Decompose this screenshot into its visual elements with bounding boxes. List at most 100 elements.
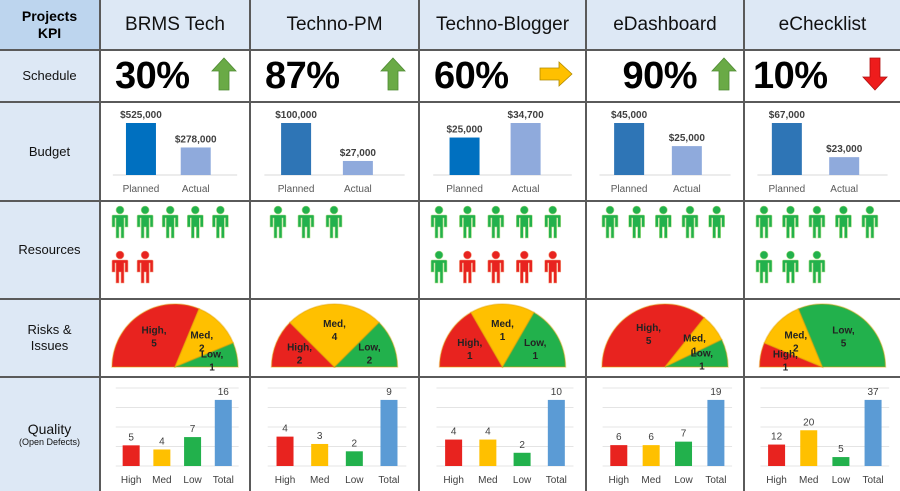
person-icon [487, 250, 505, 284]
quality-bar-chart: 6 High 6 Med 7 Low 19 Total [602, 387, 733, 486]
person-icon [544, 250, 562, 284]
trend-arrow-icon [711, 56, 737, 96]
project-title: Techno-Blogger [435, 13, 570, 35]
risks-gauge-2: High, 1 Med, 1 Low, 1 [420, 300, 587, 378]
project-header-0: BRMS Tech [101, 0, 251, 51]
svg-text:Med,: Med, [323, 319, 346, 330]
svg-text:7: 7 [681, 429, 687, 440]
row-label-subtext: (Open Defects) [18, 437, 81, 447]
project-header-2: Techno-Blogger [420, 0, 587, 51]
svg-text:Total: Total [213, 475, 234, 486]
svg-text:Planned: Planned [611, 184, 648, 195]
quality-bar-chart: 4 High 3 Med 2 Low 9 Total [267, 387, 407, 486]
svg-text:16: 16 [218, 387, 230, 398]
svg-text:Med: Med [799, 475, 818, 486]
svg-text:Actual: Actual [512, 184, 540, 195]
svg-text:$45,000: $45,000 [611, 110, 648, 121]
person-icon [325, 205, 343, 239]
person-icon [544, 205, 562, 239]
budget-bar-chart: $25,000 $34,700 Planned Actual [433, 110, 572, 195]
svg-text:$100,000: $100,000 [275, 110, 317, 121]
budget-bar-chart: $45,000 $25,000 Planned Actual [599, 110, 731, 195]
svg-text:2: 2 [199, 343, 205, 354]
svg-text:$25,000: $25,000 [446, 125, 483, 136]
svg-text:2: 2 [367, 356, 373, 367]
person-icon [186, 205, 204, 239]
quality-chart-3: 6 High 6 Med 7 Low 19 Total [587, 378, 745, 491]
svg-text:Med,: Med, [491, 319, 514, 330]
person-icon [430, 205, 448, 239]
svg-text:$67,000: $67,000 [769, 110, 806, 121]
person-icon [755, 205, 773, 239]
person-icon [681, 205, 699, 239]
person-icon [487, 205, 505, 239]
svg-text:Low: Low [674, 475, 693, 486]
person-icon [459, 250, 476, 284]
resources-cell-1 [251, 202, 420, 300]
svg-text:Actual: Actual [830, 184, 858, 195]
svg-text:Actual: Actual [673, 184, 701, 195]
quality-bar-chart: 5 High 4 Med 7 Low 16 Total [115, 387, 239, 486]
row-label-quality: Quality (Open Defects) [0, 378, 101, 491]
trend-arrow-icon [862, 57, 888, 96]
svg-text:Planned: Planned [446, 184, 483, 195]
svg-text:5: 5 [151, 339, 157, 350]
svg-text:20: 20 [803, 417, 815, 428]
person-icon [515, 205, 533, 239]
svg-text:Total: Total [705, 475, 726, 486]
project-title: eChecklist [778, 13, 867, 35]
svg-text:2: 2 [793, 343, 799, 354]
person-icon [136, 205, 154, 239]
svg-text:Low: Low [345, 475, 364, 486]
resources-cell-4 [745, 202, 900, 300]
row-label-text: Quality [27, 421, 72, 437]
svg-text:4: 4 [282, 424, 288, 435]
person-icon [808, 205, 826, 239]
svg-text:1: 1 [692, 346, 698, 357]
svg-text:Med: Med [478, 475, 497, 486]
svg-text:1: 1 [783, 363, 789, 374]
svg-text:$27,000: $27,000 [340, 148, 377, 159]
project-title: Techno-PM [286, 13, 383, 35]
svg-text:Total: Total [546, 475, 567, 486]
svg-text:$525,000: $525,000 [120, 110, 162, 121]
svg-text:2: 2 [352, 438, 358, 449]
svg-text:9: 9 [386, 387, 392, 398]
svg-text:12: 12 [771, 432, 783, 443]
svg-text:Planned: Planned [123, 184, 160, 195]
person-icon [782, 205, 799, 239]
row-label-text: Risks & [27, 322, 72, 337]
person-icon [782, 250, 799, 284]
quality-chart-2: 4 High 4 Med 2 Low 10 Total [420, 378, 587, 491]
project-title: eDashboard [613, 13, 717, 35]
person-icon [515, 250, 533, 284]
svg-text:Low,: Low, [691, 349, 714, 360]
budget-bar-chart: $100,000 $27,000 Planned Actual [264, 110, 405, 195]
svg-text:$23,000: $23,000 [826, 144, 863, 155]
svg-text:High: High [443, 475, 464, 486]
schedule-percent: 10% [753, 54, 828, 97]
person-icon [755, 250, 773, 284]
schedule-percent: 60% [434, 54, 509, 97]
schedule-cell-1: 87% [251, 51, 420, 103]
quality-bar-chart: 4 High 4 Med 2 Low 10 Total [436, 387, 574, 486]
svg-text:5: 5 [128, 432, 134, 443]
corner-header: Projects KPI [0, 0, 101, 51]
svg-text:$34,700: $34,700 [508, 110, 545, 121]
svg-text:Low: Low [183, 475, 202, 486]
svg-text:Planned: Planned [768, 184, 805, 195]
svg-text:19: 19 [710, 387, 722, 398]
quality-bar-chart: 12 High 20 Med 5 Low 37 Total [760, 387, 890, 486]
project-header-3: eDashboard [587, 0, 745, 51]
risks-gauge-4: High, 1 Med, 2 Low, 5 [745, 300, 900, 378]
schedule-percent: 90% [622, 54, 697, 97]
row-label-text: Budget [28, 143, 71, 159]
svg-text:High: High [121, 475, 142, 486]
svg-text:1: 1 [209, 363, 215, 374]
svg-text:Med,: Med, [683, 333, 706, 344]
schedule-cell-2: 60% [420, 51, 587, 103]
svg-text:6: 6 [648, 432, 654, 443]
svg-text:37: 37 [868, 387, 880, 398]
project-header-1: Techno-PM [251, 0, 420, 51]
